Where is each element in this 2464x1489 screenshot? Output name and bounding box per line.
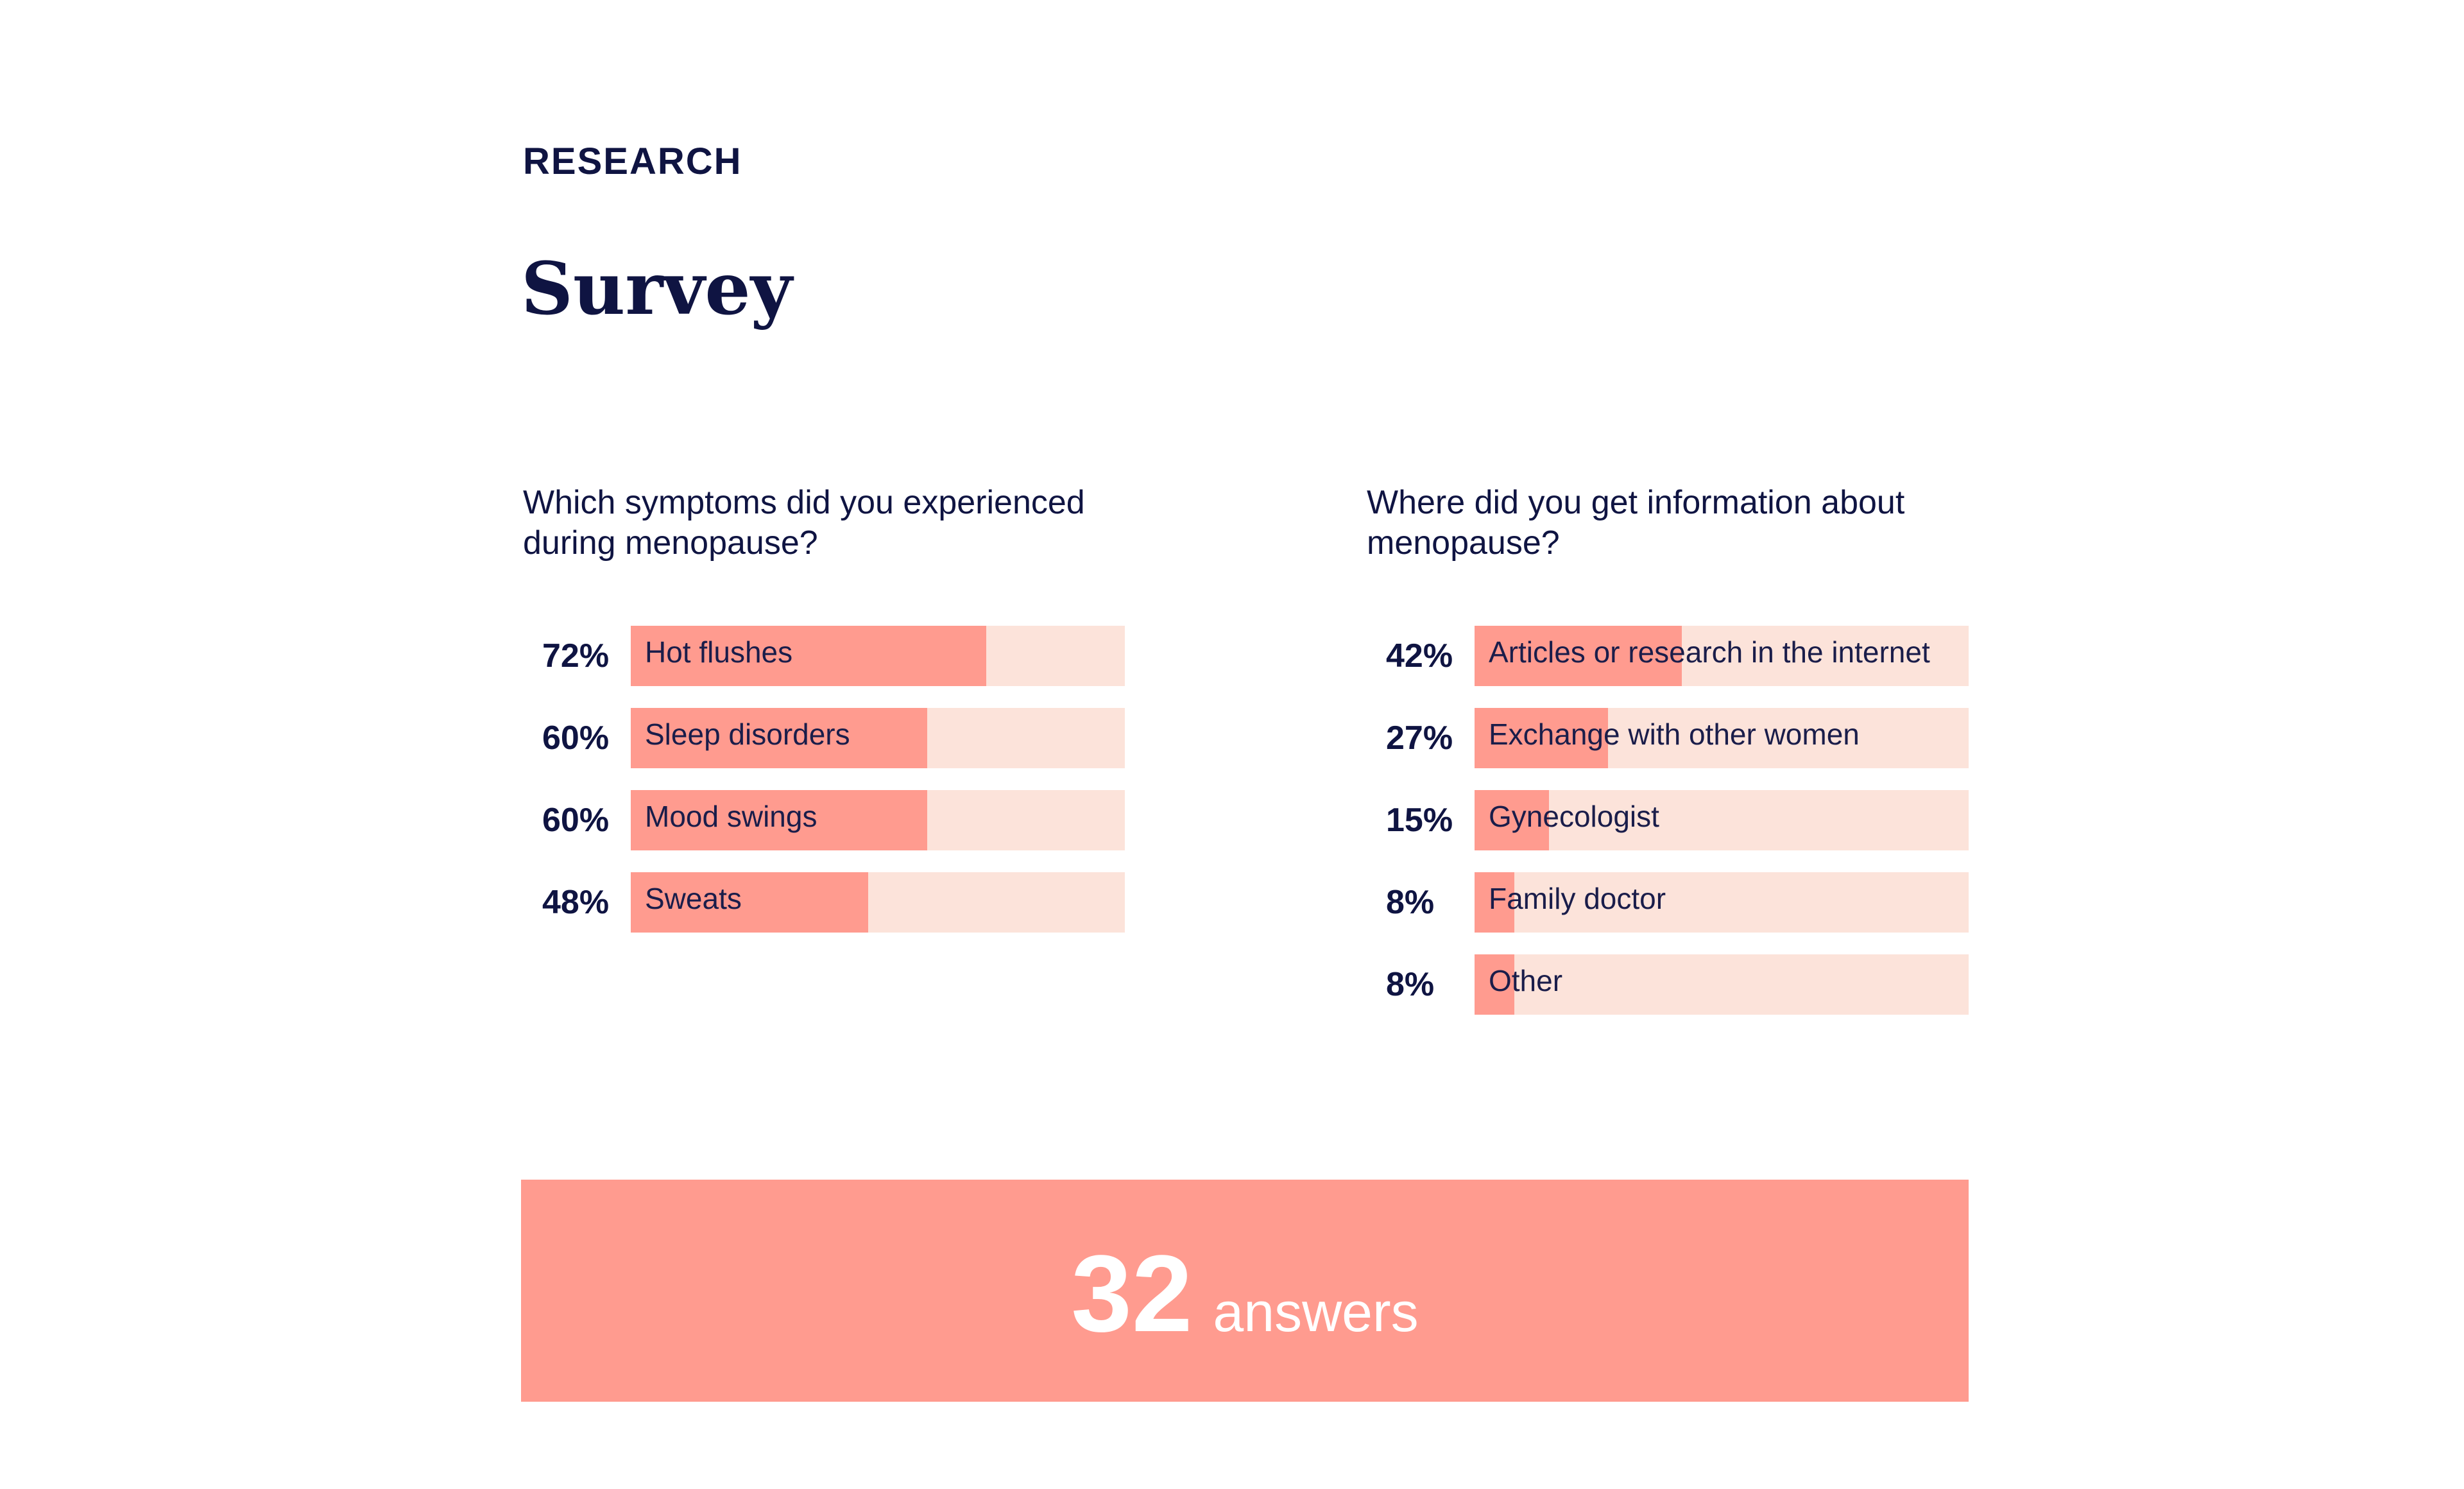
chart-row: 42% Articles or research in the internet [1367, 626, 1983, 686]
answers-summary: 32 answers [521, 1180, 1969, 1402]
value-label: 42% [1386, 637, 1453, 675]
bar-track: Other [1475, 954, 1969, 1015]
section-eyebrow: RESEARCH [523, 141, 742, 182]
chart-row: 27% Exchange with other women [1367, 708, 1983, 768]
bar [631, 872, 868, 933]
category-label: Exchange with other women [1489, 718, 1860, 751]
value-label: 15% [1386, 802, 1453, 839]
chart-row: 8% Family doctor [1367, 872, 1983, 933]
value-label: 60% [542, 719, 610, 757]
page-title: Survey [521, 247, 792, 331]
chart-row: 48% Sweats [523, 872, 1126, 933]
bar-track: Gynecologist [1475, 790, 1969, 850]
bar [1475, 872, 1514, 933]
bar [631, 708, 927, 768]
bar [1475, 708, 1608, 768]
chart-row: 15% Gynecologist [1367, 790, 1983, 850]
value-label: 27% [1386, 719, 1453, 757]
value-label: 48% [542, 884, 610, 921]
category-label: Mood swings [645, 800, 817, 833]
chart-row: 72% Hot flushes [523, 626, 1126, 686]
category-label: Sleep disorders [645, 718, 850, 751]
information-question: Where did you get information about meno… [1367, 484, 1905, 562]
bar-track: Exchange with other women [1475, 708, 1969, 768]
bar [631, 790, 927, 850]
value-label: 8% [1386, 884, 1435, 921]
value-label: 8% [1386, 966, 1435, 1003]
chart-row: 8% Other [1367, 954, 1983, 1015]
symptoms-question: Which symptoms did you experienced durin… [523, 484, 1085, 562]
answers-label: answers [1213, 1282, 1419, 1343]
bar-track: Sweats [631, 872, 1125, 933]
chart-row: 60% Mood swings [523, 790, 1126, 850]
answers-count: 32 [1071, 1233, 1193, 1355]
category-label: Hot flushes [645, 635, 793, 669]
bar-track: Mood swings [631, 790, 1125, 850]
bar-track: Sleep disorders [631, 708, 1125, 768]
bar-track: Family doctor [1475, 872, 1969, 933]
category-label: Family doctor [1489, 882, 1666, 915]
bar-track: Articles or research in the internet [1475, 626, 1969, 686]
bar [631, 626, 987, 686]
category-label: Articles or research in the internet [1489, 635, 1930, 669]
bar-track: Hot flushes [631, 626, 1125, 686]
bar [1475, 954, 1514, 1015]
chart-row: 60% Sleep disorders [523, 708, 1126, 768]
value-label: 60% [542, 802, 610, 839]
bar [1475, 626, 1682, 686]
category-label: Other [1489, 964, 1563, 997]
category-label: Sweats [645, 882, 742, 915]
value-label: 72% [542, 637, 610, 675]
bar [1475, 790, 1549, 850]
category-label: Gynecologist [1489, 800, 1659, 833]
